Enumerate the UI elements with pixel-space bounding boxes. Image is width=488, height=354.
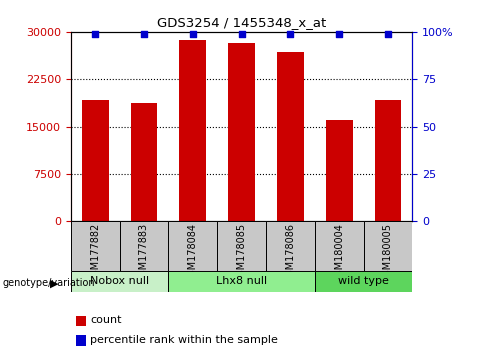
Point <box>140 31 148 36</box>
Bar <box>266 221 315 271</box>
Text: GSM178084: GSM178084 <box>188 223 198 282</box>
Bar <box>277 52 304 221</box>
Point <box>286 31 294 36</box>
Text: GSM178086: GSM178086 <box>285 223 295 282</box>
Bar <box>315 221 364 271</box>
Bar <box>131 103 157 221</box>
Point <box>384 31 392 36</box>
Text: count: count <box>90 315 122 325</box>
Text: wild type: wild type <box>338 276 389 286</box>
Point <box>335 31 343 36</box>
Bar <box>168 221 217 271</box>
Bar <box>168 271 315 292</box>
Bar <box>71 271 168 292</box>
Point <box>238 31 245 36</box>
Bar <box>364 221 412 271</box>
Text: ▶: ▶ <box>50 278 59 288</box>
Bar <box>217 221 266 271</box>
Bar <box>180 40 206 221</box>
Text: GSM177883: GSM177883 <box>139 223 149 282</box>
Bar <box>120 221 168 271</box>
Bar <box>315 271 412 292</box>
Bar <box>71 221 120 271</box>
Text: genotype/variation: genotype/variation <box>2 278 95 288</box>
Text: percentile rank within the sample: percentile rank within the sample <box>90 335 278 345</box>
Point <box>189 31 197 36</box>
Text: Lhx8 null: Lhx8 null <box>216 276 267 286</box>
Bar <box>375 100 401 221</box>
Text: Nobox null: Nobox null <box>90 276 149 286</box>
Title: GDS3254 / 1455348_x_at: GDS3254 / 1455348_x_at <box>157 16 326 29</box>
Bar <box>82 100 108 221</box>
Text: GSM178085: GSM178085 <box>237 223 246 282</box>
Point <box>91 31 99 36</box>
Bar <box>228 43 255 221</box>
Bar <box>326 120 352 221</box>
Text: GSM177882: GSM177882 <box>90 223 100 282</box>
Text: GSM180004: GSM180004 <box>334 223 344 282</box>
Text: GSM180005: GSM180005 <box>383 223 393 282</box>
